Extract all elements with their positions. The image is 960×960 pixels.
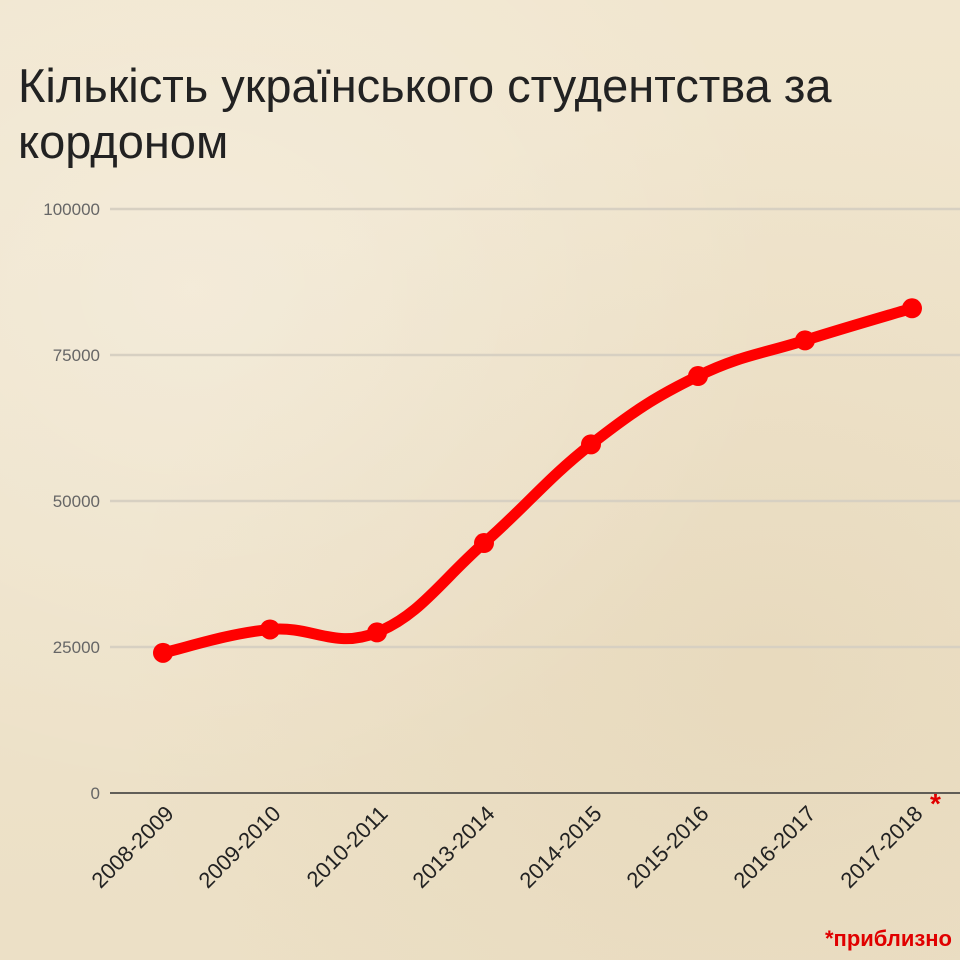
y-tick-label: 75000 [53,346,100,365]
approximate-marker: * [930,788,941,819]
data-point [367,622,387,643]
y-tick-label: 50000 [53,492,100,511]
data-point [688,366,708,387]
x-tick-label: 2017-2018 [835,801,927,893]
series-line [157,302,918,659]
y-tick-label: 0 [91,784,100,803]
x-tick-label: 2010-2011 [302,801,393,892]
footnote-approximately: *приблизно [824,926,952,951]
data-point [153,642,173,663]
y-tick-label: 100000 [43,200,100,219]
y-tick-label: 25000 [53,638,100,657]
x-tick-label: 2013-2014 [407,801,499,893]
x-tick-label: 2016-2017 [728,801,820,893]
x-tick-label: 2015-2016 [621,801,713,893]
data-point [581,434,601,455]
x-tick-label: 2008-2009 [86,801,178,893]
data-point [902,298,922,319]
data-point [260,619,280,640]
x-tick-label: 2014-2015 [514,801,606,893]
data-point [474,533,494,554]
data-point [795,330,815,351]
x-tick-label: 2009-2010 [193,801,285,893]
chart-title: Кількість українського студентства за ко… [18,59,832,168]
